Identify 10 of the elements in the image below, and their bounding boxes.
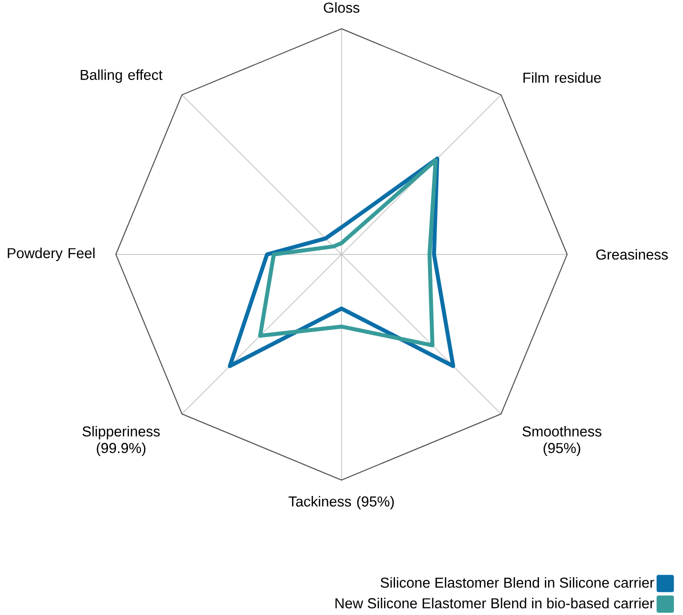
spoke-label: Greasiness xyxy=(596,249,668,260)
spoke-label: Tackiness (95%) xyxy=(288,496,394,510)
spoke-label: Gloss xyxy=(324,2,360,13)
spoke-label: Slipperiness (99.9%) xyxy=(82,426,160,456)
legend-label: New Silicone Elastomer Blend in bio-based carrier xyxy=(336,598,654,608)
spoke-label: Film residue xyxy=(523,72,601,83)
legend-label: Silicone Elastomer Blend in Silicone carrier xyxy=(380,577,654,588)
spoke-label: Balling effect xyxy=(80,69,162,83)
spoke-label: Powdery Feel xyxy=(8,248,94,262)
spoke-label: Smoothness (95%) xyxy=(522,426,602,456)
